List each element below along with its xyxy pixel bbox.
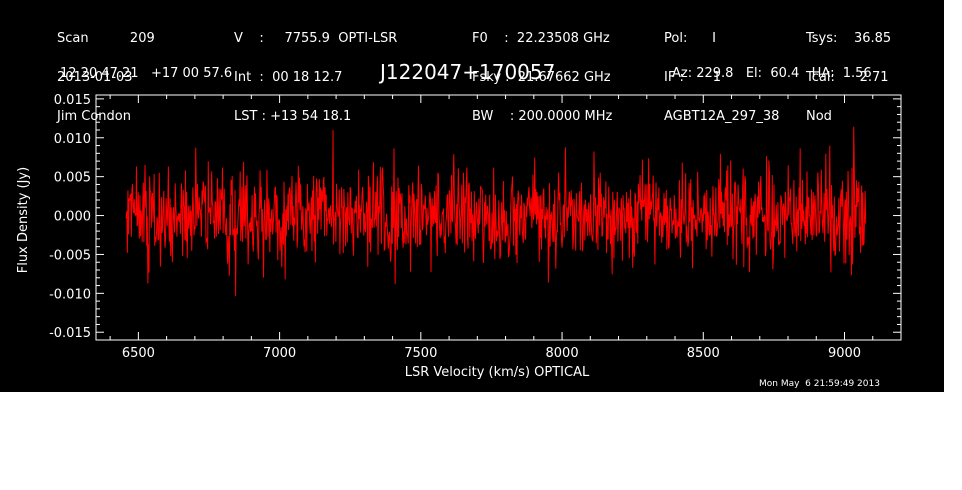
- x-tick-label: 6500: [122, 346, 155, 361]
- header-f0: F0 : 22.23508 GHz: [472, 31, 610, 46]
- header-col-scan: Scan 209 2013-01-03 Jim Condon: [57, 6, 155, 149]
- header-date: 2013-01-03: [57, 70, 133, 85]
- header-pointing: Az: 229.8 El: 60.4 HA: 1.56: [672, 66, 872, 81]
- header-tsys: Tsys: 36.85: [806, 31, 892, 46]
- header-project: AGBT12A_297_38: [664, 109, 780, 124]
- header-col-pol: Pol: I IF : 1 AGBT12A_297_38: [664, 6, 779, 149]
- header-col-velocity: V : 7755.9 OPTI-LSR Int : 00 18 12.7 LST…: [234, 6, 397, 149]
- plot-frame: [95, 94, 902, 341]
- header-coordinates: 12 20 47.21 +17 00 57.6: [60, 66, 233, 81]
- y-tick-label: 0.005: [54, 171, 91, 186]
- header-scan: Scan 209: [57, 31, 155, 46]
- header-observer: Jim Condon: [57, 109, 131, 124]
- header-col-frequency: F0 : 22.23508 GHz Fsky : 21.67662 GHz BW…: [472, 6, 612, 149]
- timestamp: Mon May 6 21:59:49 2013: [759, 379, 880, 389]
- header-tcal: Tcal: 2.71: [806, 70, 889, 85]
- y-axis-label: Flux Density (Jy): [16, 167, 31, 273]
- y-tick-label: -0.005: [49, 248, 91, 263]
- y-tick-label: -0.010: [49, 287, 91, 302]
- header-fsky: Fsky : 21.67662 GHz: [472, 70, 611, 85]
- y-tick-label: -0.015: [49, 326, 91, 341]
- header-velocity: V : 7755.9 OPTI-LSR: [234, 31, 398, 46]
- y-tick-label: 0.000: [54, 210, 91, 225]
- y-tick-label: 0.010: [54, 132, 91, 147]
- header-mode: Nod: [806, 109, 832, 124]
- spectrum-trace-layer: [125, 126, 867, 296]
- axis-ticks: [96, 95, 901, 340]
- source-name: J122047+170057: [380, 60, 556, 84]
- x-tick-label: 9000: [828, 346, 861, 361]
- y-tick-label: 0.015: [54, 93, 91, 108]
- x-tick-label: 8000: [546, 346, 579, 361]
- y-tick-labels: -0.015 -0.010 -0.005 0.000 0.005 0.010 0.015: [49, 93, 91, 341]
- x-axis-label: LSR Velocity (km/s) OPTICAL: [405, 365, 590, 380]
- header-if: IF : 1: [664, 70, 722, 85]
- header-col-tsys: Tsys: 36.85 Tcal: 2.71 Nod: [806, 6, 891, 149]
- plot-panel: Scan 209 2013-01-03 Jim Condon V : 7755.…: [0, 0, 944, 392]
- header-bw: BW : 200.0000 MHz: [472, 109, 613, 124]
- x-tick-label: 8500: [687, 346, 720, 361]
- x-tick-label: 7000: [263, 346, 296, 361]
- header-lst: LST : +13 54 18.1: [234, 109, 352, 124]
- spectrum-series-line: [125, 126, 867, 296]
- header-integration: Int : 00 18 12.7: [234, 70, 343, 85]
- header-pol: Pol: I: [664, 31, 716, 46]
- x-tick-label: 7500: [404, 346, 437, 361]
- x-tick-labels: 6500 7000 7500 8000 8500 9000: [122, 346, 861, 361]
- spectrum-chart: 6500 7000 7500 8000 8500 9000 -0.015-0.010-0.…: [16, 93, 902, 380]
